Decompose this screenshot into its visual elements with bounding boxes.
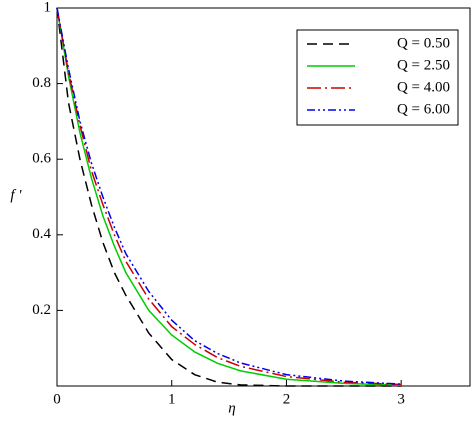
y-tick-label: 0.8	[32, 75, 51, 91]
y-tick-label: 0.4	[32, 226, 51, 242]
legend-label: Q = 0.50	[397, 35, 450, 51]
data-line	[56, 7, 402, 385]
x-tick-label: 0	[53, 391, 61, 407]
y-tick-label: 0.2	[32, 302, 51, 318]
y-axis-label: f ′	[10, 187, 22, 203]
y-tick-label: 1	[44, 0, 52, 15]
x-tick-label: 2	[283, 391, 291, 407]
plot-frame	[56, 7, 471, 387]
x-tick-label: 1	[168, 391, 176, 407]
x-tick-label: 3	[397, 391, 405, 407]
x-axis-label: η	[228, 400, 235, 416]
data-line	[56, 7, 402, 387]
data-line	[56, 7, 402, 386]
legend-label: Q = 6.00	[397, 101, 450, 117]
legend-label: Q = 2.50	[397, 57, 450, 73]
legend-box	[296, 29, 459, 126]
legend-label: Q = 4.00	[397, 79, 450, 95]
y-tick-label: 0.6	[32, 151, 51, 167]
data-line	[56, 7, 402, 386]
